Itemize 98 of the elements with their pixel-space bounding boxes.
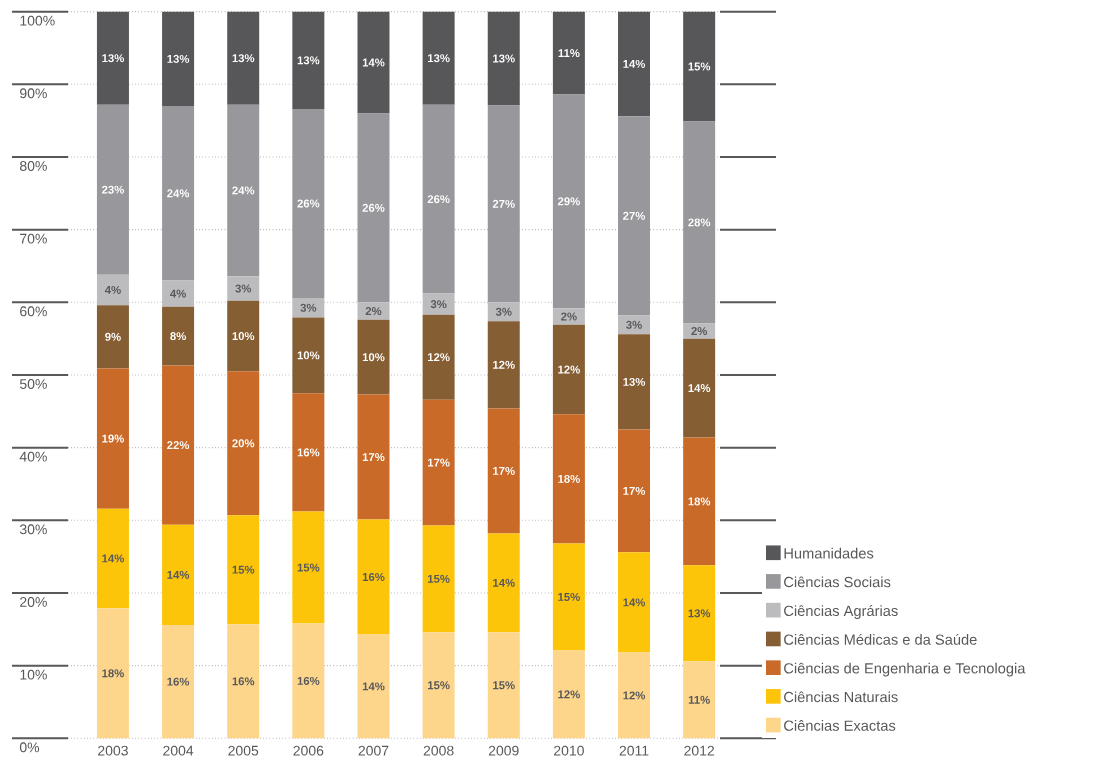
data-label: 13% <box>167 54 190 63</box>
data-label: 13% <box>102 54 124 63</box>
data-label: 20% <box>232 439 255 448</box>
data-label: 9% <box>105 332 121 341</box>
x-tick-label: 2007 <box>358 745 389 756</box>
data-label: 16% <box>297 448 320 457</box>
data-label: 14% <box>493 578 515 587</box>
data-label: 16% <box>232 677 255 686</box>
data-label: 14% <box>167 570 190 579</box>
data-label: 10% <box>362 353 385 362</box>
data-label: 26% <box>427 195 450 204</box>
data-label: 12% <box>623 691 646 700</box>
y-tick-label: 10% <box>20 669 47 680</box>
x-tick-label: 2003 <box>98 745 128 756</box>
data-label: 15% <box>493 681 515 690</box>
x-tick-label: 2011 <box>619 745 649 756</box>
data-label: 14% <box>623 59 646 68</box>
data-label: 14% <box>688 384 711 393</box>
data-label: 16% <box>297 676 320 685</box>
data-label: 14% <box>362 58 385 67</box>
data-label: 26% <box>297 199 320 208</box>
data-label: 13% <box>493 54 515 63</box>
y-tick-label: 100% <box>20 15 55 26</box>
data-label: 22% <box>167 441 190 450</box>
data-label: 3% <box>495 307 512 316</box>
data-label: 12% <box>558 365 580 374</box>
data-label: 13% <box>427 54 450 63</box>
y-tick-label: 20% <box>20 597 47 607</box>
x-tick-label: 2004 <box>163 745 194 756</box>
data-label: 17% <box>362 453 385 462</box>
data-label: 24% <box>232 186 255 195</box>
data-label: 13% <box>688 609 711 618</box>
y-tick-label: 80% <box>19 161 47 171</box>
x-tick-label: 2010 <box>554 745 584 756</box>
data-label: 11% <box>688 695 710 704</box>
y-tick-label: 30% <box>19 524 47 535</box>
data-label: 15% <box>558 592 580 601</box>
data-label: 13% <box>623 377 646 386</box>
data-label: 28% <box>688 218 711 227</box>
data-label: 27% <box>492 199 515 208</box>
legend-label: Ciências de Engenharia e Tecnologia <box>784 662 1026 677</box>
data-label: 13% <box>232 54 255 63</box>
x-tick-label: 2005 <box>228 745 259 756</box>
y-tick-label: 60% <box>20 306 47 317</box>
data-label: 14% <box>102 554 124 563</box>
data-label: 27% <box>623 211 646 220</box>
data-label: 16% <box>362 572 385 581</box>
data-label: 15% <box>232 565 255 574</box>
data-label: 13% <box>297 56 320 65</box>
y-tick-label: 50% <box>19 379 47 389</box>
data-label: 19% <box>102 434 124 443</box>
legend-label: Ciências Médicas e da Saúde <box>784 633 977 645</box>
data-label: 12% <box>493 360 515 369</box>
legend-label: Ciências Sociais <box>784 576 891 588</box>
x-tick-label: 2012 <box>684 745 715 756</box>
data-label: 24% <box>167 189 190 198</box>
x-tick-label: 2006 <box>293 745 324 756</box>
data-label: 15% <box>297 563 320 572</box>
y-tick-label: 40% <box>19 451 47 462</box>
data-label: 18% <box>558 474 580 483</box>
data-label: 15% <box>688 62 711 71</box>
data-label: 15% <box>427 681 450 690</box>
legend-label: Ciências Agrárias <box>784 605 898 619</box>
data-label: 16% <box>167 677 190 686</box>
data-label: 3% <box>430 300 447 309</box>
data-label: 3% <box>300 303 317 312</box>
legend-label: Ciências Exactas <box>784 720 896 731</box>
data-label: 3% <box>626 320 642 329</box>
data-label: 2% <box>561 312 577 321</box>
x-tick-label: 2009 <box>488 745 519 756</box>
data-label: 2% <box>365 307 382 316</box>
legend-label: Humanidades <box>784 547 874 559</box>
y-tick-label: 90% <box>20 88 47 99</box>
data-label: 26% <box>362 203 385 212</box>
data-label: 18% <box>102 669 124 678</box>
data-label: 14% <box>362 682 385 691</box>
y-tick-label: 0% <box>19 742 40 753</box>
data-label: 12% <box>558 690 580 699</box>
data-label: 10% <box>232 332 255 341</box>
data-label: 2% <box>691 327 708 336</box>
data-label: 8% <box>170 332 186 341</box>
data-label: 3% <box>235 284 252 293</box>
data-label: 18% <box>688 497 711 506</box>
data-label: 23% <box>102 185 124 194</box>
data-label: 17% <box>493 466 515 475</box>
data-label: 29% <box>557 197 580 206</box>
data-label: 17% <box>623 486 646 495</box>
data-label: 14% <box>623 598 646 607</box>
data-label: 17% <box>427 458 450 467</box>
data-label: 15% <box>427 574 450 583</box>
legend-label: Ciências Naturais <box>784 691 898 703</box>
y-tick-label: 70% <box>20 233 47 244</box>
data-label: 12% <box>427 353 450 362</box>
data-label: 4% <box>170 289 186 298</box>
data-label: 10% <box>297 351 320 360</box>
data-label: 11% <box>558 49 580 58</box>
data-label: 4% <box>104 285 121 294</box>
x-tick-label: 2008 <box>423 745 454 756</box>
